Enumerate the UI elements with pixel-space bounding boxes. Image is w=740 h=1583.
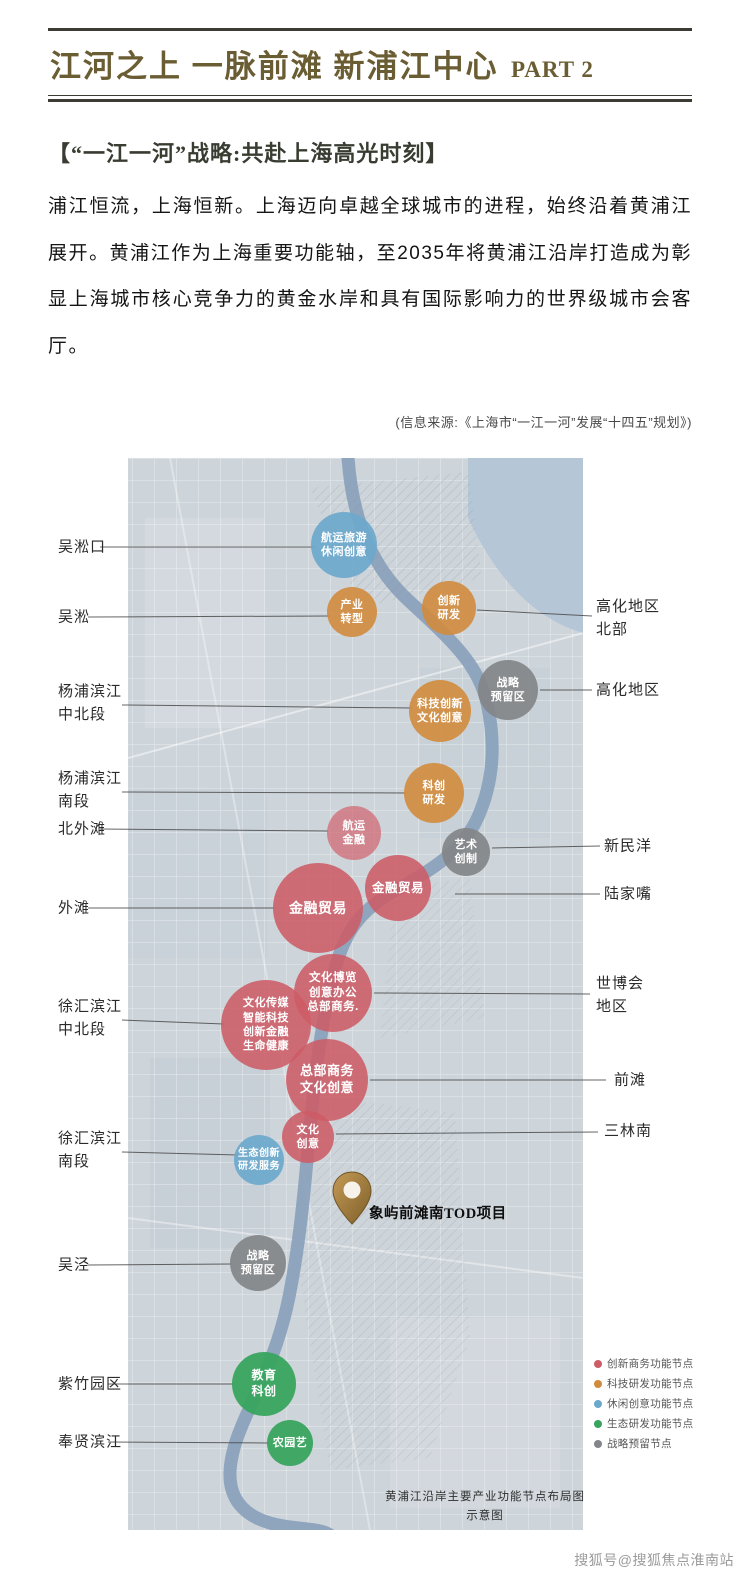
legend-item: 休闲创意功能节点: [594, 1396, 693, 1411]
label-north-bund: 北外滩: [58, 820, 107, 838]
estuary-water: [468, 458, 583, 633]
label-gaohua-north: 高化地区 北部: [596, 597, 661, 638]
node-finance-trade-small: 金融贸易: [365, 855, 431, 921]
label-gaohua: 高化地区: [596, 681, 661, 699]
river-map-figure: 吴淞口 吴淞 杨浦滨江 中北段 杨浦滨江 南段 北外滩 外滩 徐汇滨江 中北段 …: [0, 458, 740, 1530]
watermark: 搜狐号@搜狐焦点淮南站: [574, 1552, 734, 1568]
legend-label: 科技研发功能节点: [607, 1378, 694, 1390]
legend-dot-tech-rd: [594, 1379, 602, 1388]
section-header: 江河之上 一脉前滩 新浦江中心 PART 2: [48, 28, 692, 102]
node-innovation-rd: 创新 研发: [422, 581, 476, 635]
legend-label: 休闲创意功能节点: [607, 1398, 694, 1410]
project-label: 象屿前滩南TOD项目: [369, 1206, 507, 1222]
node-scitech-rd: 科创 研发: [404, 763, 464, 823]
node-tech-innovation-culture: 科技创新 文化创意: [409, 680, 471, 742]
node-shipping-finance: 航运 金融: [327, 806, 381, 860]
article-paragraph: 浦江恒流，上海恒新。上海迈向卓越全球城市的进程，始终沿着黄浦江展开。黄浦江作为上…: [48, 196, 692, 357]
map-legend: 创新商务功能节点 科技研发功能节点 休闲创意功能节点 生态研发功能节点 战略预留…: [594, 1356, 693, 1456]
node-art-creation: 艺术 创制: [442, 828, 490, 876]
label-qiantan: 前滩: [614, 1071, 647, 1089]
label-fengxian-riverside: 奉贤滨江: [58, 1433, 123, 1451]
label-the-bund: 外滩: [58, 899, 91, 917]
legend-dot-eco-rd: [594, 1419, 602, 1428]
node-agriculture-horticulture: 农园艺: [267, 1420, 313, 1466]
legend-dot-innovation-business: [594, 1359, 602, 1368]
project-location-pin-icon: [330, 1170, 374, 1226]
label-yangpu-riverside-north: 杨浦滨江 中北段: [58, 682, 123, 723]
label-zizhu-park: 紫竹园区: [58, 1375, 123, 1393]
node-cultural-creativity: 文化 创意: [282, 1111, 334, 1163]
node-strategic-reserve-north: 战略 预留区: [478, 660, 538, 720]
header-title-row: 江河之上 一脉前滩 新浦江中心 PART 2: [48, 31, 692, 95]
legend-item: 创新商务功能节点: [594, 1356, 693, 1371]
legend-item: 生态研发功能节点: [594, 1416, 693, 1431]
label-sanlin-south: 三林南: [604, 1122, 653, 1140]
source-citation: (信息来源:《上海市“一江一河”发展“十四五”规划》): [395, 415, 692, 430]
node-eco-innovation-rd-services: 生态创新 研发服务: [234, 1135, 284, 1185]
node-hq-business-culture: 总部商务 文化创意: [286, 1039, 368, 1121]
legend-label: 战略预留节点: [607, 1438, 672, 1450]
map-caption: 黄浦江沿岸主要产业功能节点布局图 示意图: [385, 1491, 585, 1522]
section-subtitle: 【“一江一河”战略:共赴上海高光时刻】: [48, 141, 449, 166]
label-wujing: 吴泾: [58, 1256, 91, 1274]
page-title: 江河之上 一脉前滩 新浦江中心: [50, 49, 499, 84]
label-xuhui-riverside-south: 徐汇滨江 南段: [58, 1129, 123, 1170]
header-bottom-rule-thick: [48, 99, 692, 102]
header-bottom-rule-thin: [48, 95, 692, 96]
label-wusong: 吴淞: [58, 608, 91, 626]
node-finance-trade-large: 金融贸易: [273, 863, 363, 953]
part-label: PART 2: [510, 57, 594, 82]
header-top-rule: [48, 28, 692, 31]
node-industry-transformation: 产业 转型: [327, 587, 377, 637]
legend-item: 科技研发功能节点: [594, 1376, 693, 1391]
node-shipping-tourism-leisure: 航运旅游 休闲创意: [311, 512, 377, 578]
legend-label: 生态研发功能节点: [607, 1418, 694, 1430]
legend-label: 创新商务功能节点: [607, 1358, 694, 1370]
label-lujiazui: 陆家嘴: [604, 885, 653, 903]
legend-dot-strategic-reserve: [594, 1439, 602, 1448]
label-xuhui-riverside-north: 徐汇滨江 中北段: [58, 997, 123, 1038]
node-strategic-reserve-south: 战略 预留区: [230, 1235, 286, 1291]
legend-item: 战略预留节点: [594, 1436, 693, 1451]
label-yangpu-riverside-south: 杨浦滨江 南段: [58, 769, 123, 810]
label-wusongkou: 吴淞口: [58, 538, 107, 556]
legend-dot-leisure-creative: [594, 1399, 602, 1408]
leader-lines: [87, 546, 606, 1444]
label-xinminyang: 新民洋: [604, 837, 653, 855]
node-education-scitech: 教育 科创: [232, 1352, 296, 1416]
label-expo-area: 世博会 地区: [596, 974, 645, 1015]
